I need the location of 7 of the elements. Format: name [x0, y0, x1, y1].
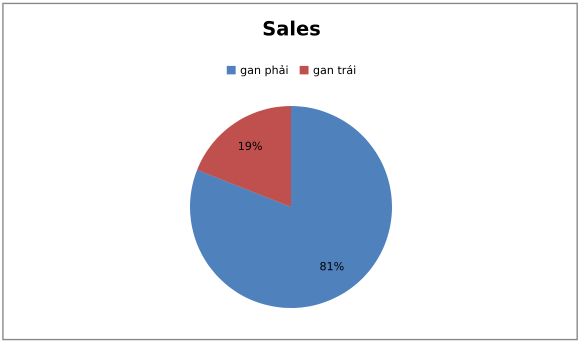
data-label: 81%	[320, 262, 344, 270]
legend-label: gan trái	[314, 65, 356, 76]
chart-title: Sales	[264, 20, 320, 36]
pie-slice	[197, 106, 291, 207]
legend-label: gan phải	[240, 65, 288, 76]
pie-slice	[190, 106, 392, 308]
data-label: 19%	[239, 142, 262, 150]
